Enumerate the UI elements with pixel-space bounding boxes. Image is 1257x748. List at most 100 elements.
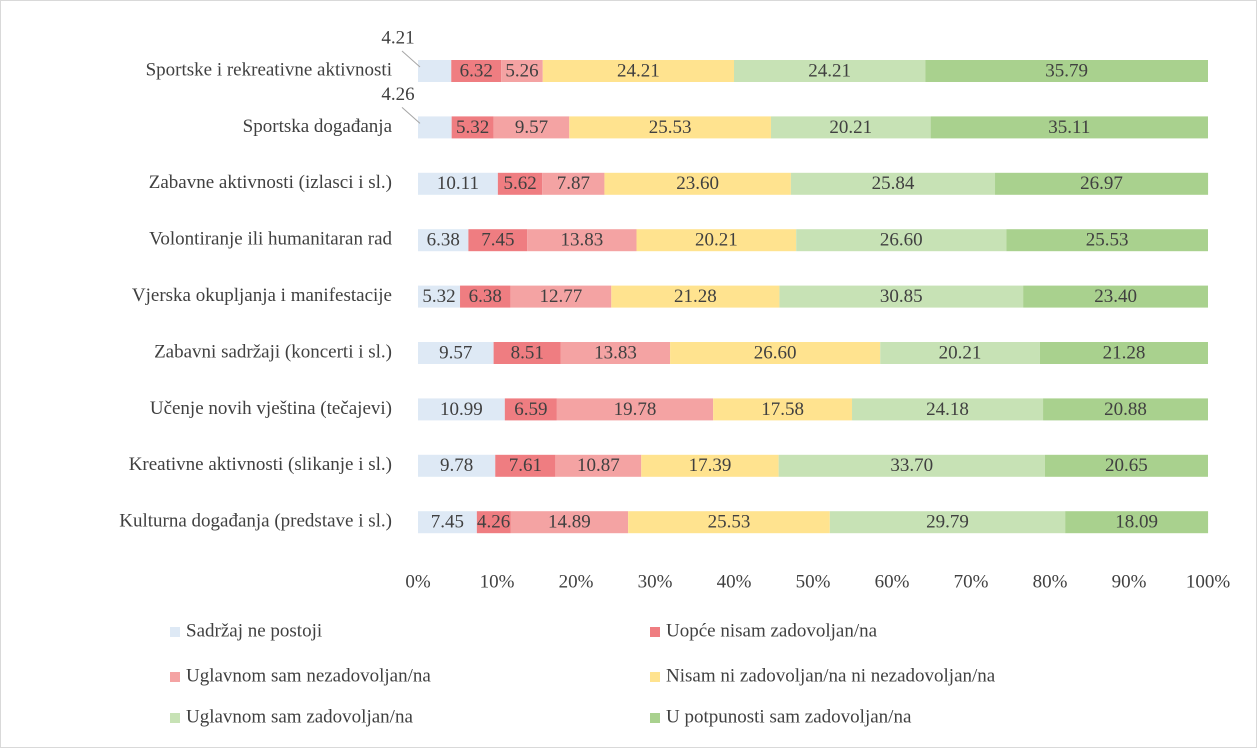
bar-segment (418, 342, 494, 364)
x-tick-label: 80% (1033, 571, 1068, 592)
bar-segment (451, 116, 494, 139)
legend-swatch (170, 627, 180, 637)
data-label: 24.18 (926, 399, 969, 420)
bar-segment (770, 116, 931, 139)
data-label: 9.57 (515, 117, 548, 138)
data-label: 9.57 (439, 342, 472, 363)
x-tick-label: 70% (954, 571, 989, 592)
bar-segment (504, 398, 557, 421)
bar-segment (497, 172, 543, 195)
bar-segment (418, 60, 452, 82)
x-tick-label: 90% (1112, 571, 1147, 592)
data-label: 23.40 (1094, 286, 1137, 307)
bar-segment (641, 454, 779, 477)
bar-segment (1043, 398, 1208, 421)
data-label: 5.62 (503, 173, 536, 194)
legend-label: Uopće nisam zadovoljan/na (666, 620, 878, 641)
legend-label: Nisam ni zadovoljan/na ni nezadovoljan/n… (666, 665, 996, 686)
data-label: 18.09 (1115, 512, 1158, 533)
bar-segment (713, 398, 853, 421)
data-label: 14.89 (548, 512, 591, 533)
data-label: 6.59 (514, 399, 547, 420)
data-label: 7.87 (557, 173, 590, 194)
legend-swatch (170, 713, 180, 723)
bar-segment (542, 60, 734, 82)
bar-segment (493, 116, 570, 139)
bar-segment (925, 60, 1208, 82)
bar-segment (542, 172, 605, 195)
bar-segment (418, 398, 505, 421)
bar-segment (636, 229, 797, 252)
bar-segment (495, 454, 556, 477)
data-label: 20.88 (1104, 399, 1147, 420)
category-label: Zabavni sadržaji (koncerti i sl.) (154, 341, 392, 362)
bar-segment (778, 454, 1045, 477)
category-label: Sportske i rekreativne aktivnosti (146, 59, 392, 80)
category-label: Volontiranje ili humanitaran rad (149, 229, 392, 250)
bar-segment (779, 285, 1024, 308)
data-label: 20.21 (695, 230, 738, 251)
data-label: 30.85 (880, 286, 923, 307)
data-label: 4.21 (381, 27, 414, 48)
x-tick-label: 10% (480, 571, 515, 592)
bar-segment (790, 172, 996, 195)
bar-segment (510, 285, 612, 308)
data-label: 25.53 (1086, 230, 1129, 251)
data-label: 13.83 (594, 342, 637, 363)
data-label: 9.78 (440, 455, 473, 476)
bar-segment (734, 60, 926, 82)
x-tick-label: 50% (796, 571, 831, 592)
data-label: 6.38 (427, 230, 460, 251)
data-label: 24.21 (617, 60, 660, 81)
bar-segment (510, 511, 629, 534)
bar-segment (460, 285, 511, 308)
leader-line (401, 50, 421, 68)
bar-segment (1044, 454, 1208, 477)
data-label: 29.79 (926, 512, 969, 533)
bar-segment (1006, 229, 1208, 252)
data-label: 12.77 (539, 286, 582, 307)
bar-segment (468, 229, 528, 252)
data-label: 20.21 (939, 342, 982, 363)
bar-segment (555, 454, 642, 477)
data-label: 26.60 (880, 230, 923, 251)
category-label: Kreativne aktivnosti (slikanje i sl.) (129, 454, 392, 475)
bar-segment (930, 116, 1208, 139)
bar-segment (604, 172, 791, 195)
data-label: 20.21 (829, 117, 872, 138)
bar-segment (476, 511, 511, 534)
bar-segment (880, 342, 1040, 364)
legend-swatch (650, 627, 660, 637)
bar-segment (493, 342, 561, 364)
data-label: 5.26 (505, 60, 538, 81)
data-label: 19.78 (614, 399, 657, 420)
data-label: 26.60 (754, 342, 797, 363)
bar-segment (418, 285, 461, 308)
data-label: 13.83 (561, 230, 604, 251)
bar-segment (418, 454, 496, 477)
data-label: 20.65 (1105, 455, 1148, 476)
data-label: 8.51 (511, 342, 544, 363)
data-label: 10.11 (437, 173, 479, 194)
bar-segment (569, 116, 771, 139)
legend-swatch (650, 713, 660, 723)
data-label: 4.26 (381, 84, 414, 105)
bar-segment (501, 60, 543, 82)
bar-segment (796, 229, 1007, 252)
data-label: 10.99 (440, 399, 483, 420)
data-label: 33.70 (890, 455, 933, 476)
bar-segment (451, 60, 502, 82)
legend-swatch (650, 672, 660, 682)
data-label: 23.60 (676, 173, 719, 194)
bar-segment (852, 398, 1044, 421)
x-tick-label: 20% (559, 571, 594, 592)
data-label: 21.28 (674, 286, 717, 307)
category-label: Učenje novih vještina (tečajevi) (150, 398, 392, 419)
x-tick-label: 0% (405, 571, 431, 592)
data-label: 5.32 (456, 117, 489, 138)
category-label: Kulturna događanja (predstave i sl.) (119, 511, 392, 532)
x-tick-label: 100% (1186, 571, 1231, 592)
bar-segment (628, 511, 830, 534)
data-label: 7.45 (481, 230, 514, 251)
